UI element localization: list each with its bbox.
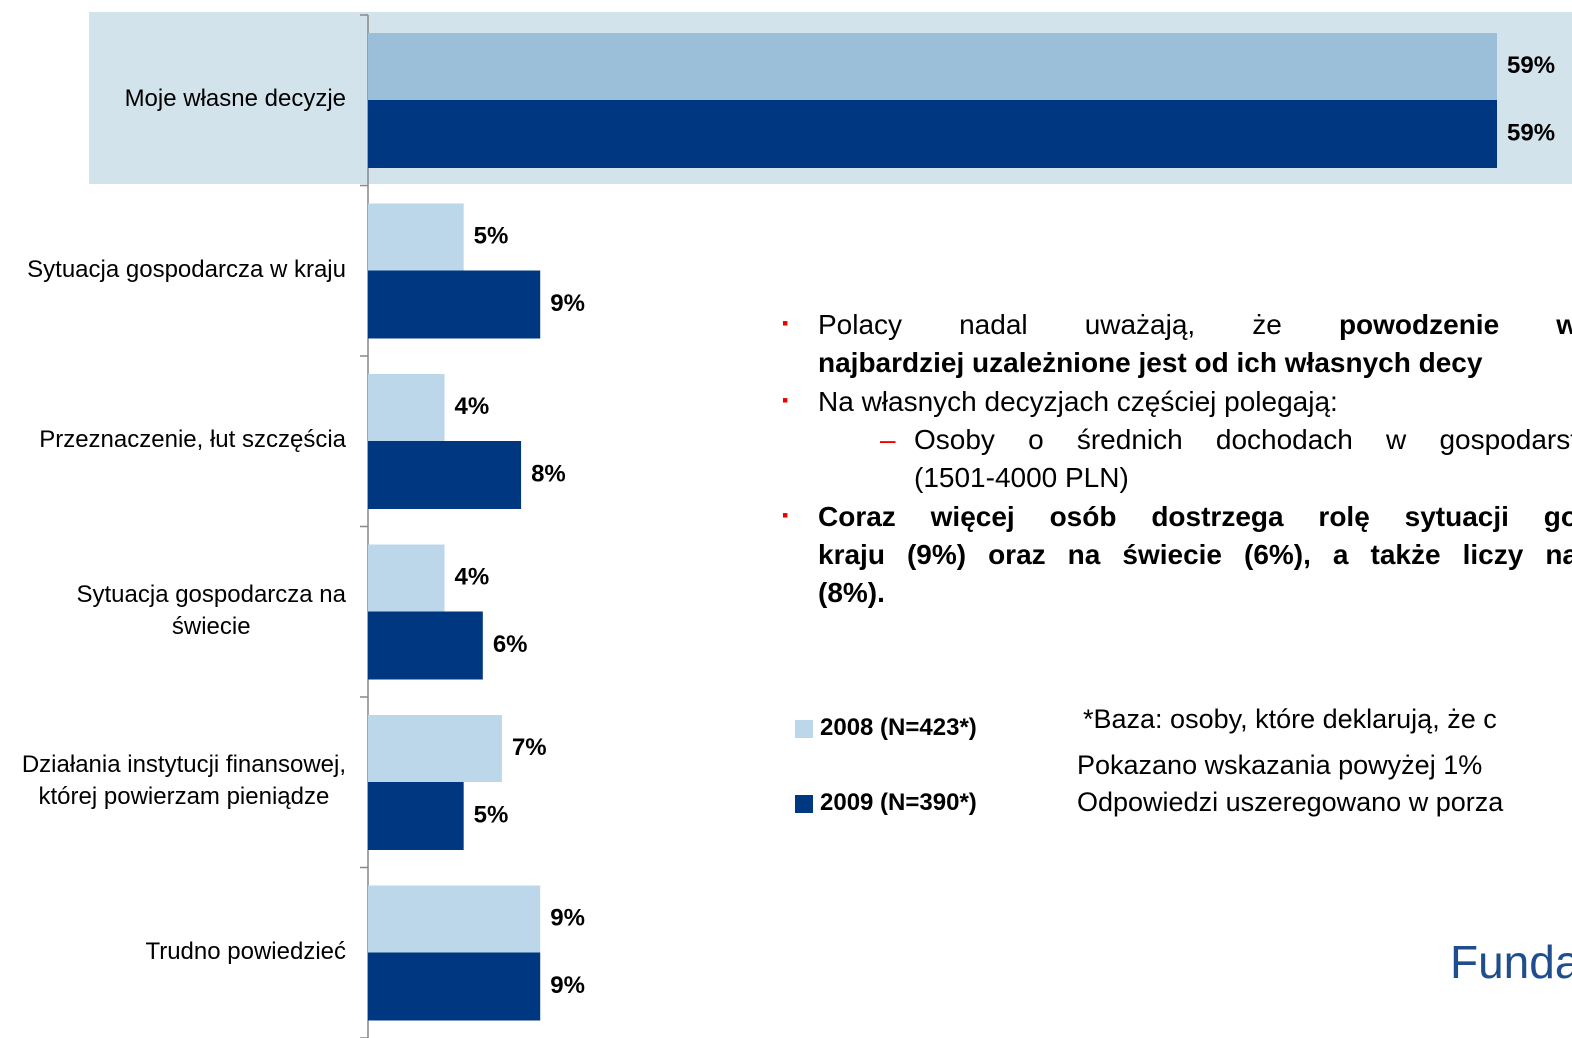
bar: [368, 270, 541, 339]
legend-swatch: [795, 795, 813, 813]
category-label: Trudno powiedzieć: [145, 937, 346, 965]
bullet: –: [880, 424, 896, 455]
category-label: Sytuacja gospodarcza w kraju: [27, 255, 346, 283]
bar: [368, 100, 1497, 168]
text-line: kraju (9%) oraz na świecie (6%), a także…: [818, 536, 1572, 574]
bar: [368, 441, 522, 509]
note: Pokazano wskazania powyżej 1%: [1077, 750, 1483, 780]
value-label: 4%: [455, 563, 490, 590]
text-segment: najbardziej uzależnione jest od ich włas…: [818, 347, 1483, 378]
value-label: 59%: [1507, 52, 1555, 79]
bar: [368, 203, 464, 271]
value-label: 9%: [550, 904, 585, 931]
text-line: Osoby o średnich dochodach w gospodarst: [914, 421, 1572, 459]
value-label: 7%: [512, 734, 547, 761]
bar: [368, 33, 1497, 100]
text-line: (8%).: [818, 574, 1572, 612]
text-segment: Osoby o średnich dochodach w gospodarst: [914, 424, 1572, 455]
legend-label: 2009 (N=390*): [820, 789, 977, 816]
text-segment: kraju (9%) oraz na świecie (6%), a także…: [818, 539, 1572, 570]
text-segment: powodzenie w: [1338, 309, 1572, 340]
text-segment: (8%).: [818, 577, 885, 608]
text-line: najbardziej uzależnione jest od ich włas…: [818, 344, 1572, 382]
bullet: ▪: [782, 505, 789, 525]
value-label: 59%: [1507, 119, 1555, 146]
value-label: 6%: [493, 631, 528, 658]
text-segment: (1501-4000 PLN): [914, 462, 1129, 493]
category-label: Działania instytucji finansowej, której …: [21, 751, 346, 811]
bar: [368, 885, 541, 953]
text-segment: Na własnych decyzjach częściej polegają:: [818, 386, 1338, 417]
text-line: Polacy nadal uważają, że powodzenie w: [818, 306, 1572, 344]
text-line: Coraz więcej osób dostrzega rolę sytuacj…: [818, 498, 1572, 536]
legend-label: 2008 (N=423*): [820, 714, 977, 741]
value-label: 9%: [550, 290, 585, 317]
note: Odpowiedzi uszeregowano w porza: [1077, 787, 1504, 817]
note: *Baza: osoby, które deklarują, że c: [1083, 704, 1497, 734]
bullet: ▪: [782, 390, 789, 410]
value-label: 9%: [550, 972, 585, 999]
value-label: 4%: [455, 393, 490, 420]
bar: [368, 952, 541, 1021]
bar: [368, 715, 502, 782]
bar: [368, 544, 445, 612]
text-segment: Polacy nadal uważają, że: [818, 309, 1339, 340]
bullet: ▪: [782, 313, 789, 333]
text-line: (1501-4000 PLN): [914, 459, 1572, 497]
category-label: Przeznaczenie, łut szczęścia: [39, 426, 346, 454]
legend-swatch: [795, 720, 813, 738]
logo: Funda: [1450, 936, 1572, 988]
value-label: 5%: [474, 801, 509, 828]
bar: [368, 611, 483, 680]
bar: [368, 782, 464, 850]
text-line: Na własnych decyzjach częściej polegają:: [818, 383, 1572, 421]
bar: [368, 374, 445, 441]
category-label: Moje własne decyzje: [124, 85, 346, 113]
category-label: Sytuacja gospodarcza na świecie: [76, 580, 346, 640]
value-label: 8%: [531, 460, 566, 487]
text-segment: Coraz więcej osób dostrzega rolę sytuacj…: [818, 501, 1572, 532]
value-label: 5%: [474, 222, 509, 249]
